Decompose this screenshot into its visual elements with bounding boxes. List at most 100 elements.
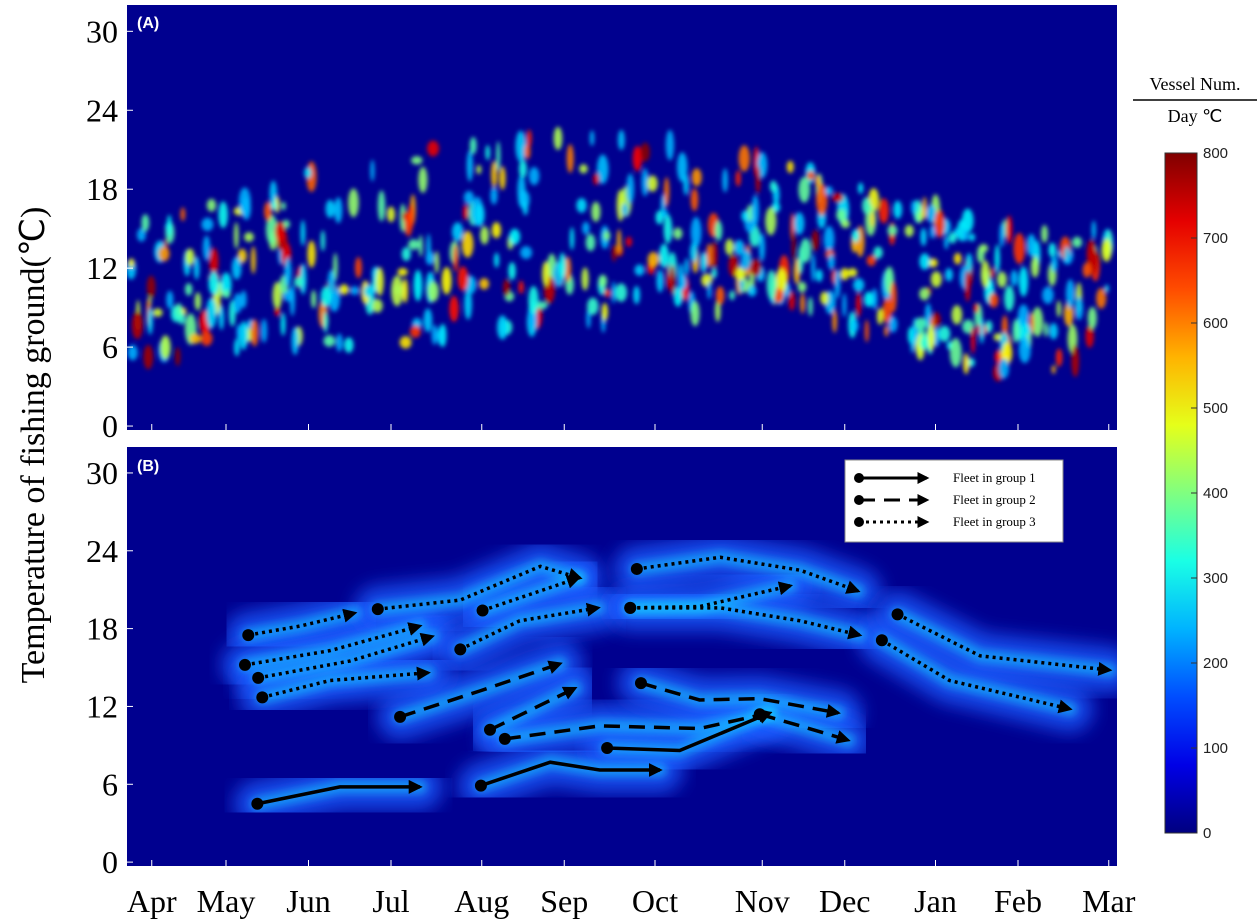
heat-cell [325, 199, 335, 219]
heat-cell [711, 241, 718, 269]
heat-cell [270, 201, 277, 211]
heat-cell [611, 281, 616, 304]
heat-cell [963, 353, 970, 375]
x-tick-label: Jul [372, 883, 409, 919]
heat-cell [998, 358, 1009, 379]
fleet-track [480, 760, 663, 788]
fleet-start [498, 732, 511, 745]
heat-cell [333, 252, 338, 282]
heat-cell [847, 268, 858, 278]
heat-cell [1064, 246, 1070, 263]
heat-cell [791, 233, 796, 261]
fleet-track [607, 710, 773, 753]
heat-cell [621, 203, 628, 217]
heat-cell [239, 321, 248, 350]
heat-cell [515, 130, 526, 163]
heat-cell [466, 150, 473, 182]
heat-cell [735, 170, 741, 187]
heat-cell [184, 283, 193, 296]
heat-cell [1048, 242, 1057, 258]
heat-cell [765, 206, 777, 236]
heat-cell [858, 182, 864, 194]
heat-cell [463, 190, 474, 205]
heat-cell [274, 221, 286, 243]
heat-cell [815, 269, 823, 282]
heat-cell [962, 319, 975, 334]
heat-cell [558, 252, 566, 280]
colorbar-tick-label: 600 [1203, 315, 1228, 332]
heat-cell [166, 214, 172, 237]
y-tick-label: 24 [86, 533, 118, 569]
heat-cell [759, 233, 765, 262]
heat-cell [441, 266, 452, 295]
heat-cell [711, 267, 717, 279]
heat-cell [700, 251, 707, 273]
heat-cell [1104, 284, 1109, 293]
heat-cell [158, 246, 170, 262]
heat-cell [673, 227, 683, 240]
heat-cell [397, 268, 408, 277]
heat-cell [289, 284, 295, 317]
heat-cell [690, 216, 702, 248]
heat-cell [307, 240, 316, 268]
heat-cell [399, 336, 412, 349]
heat-cell [335, 333, 343, 352]
fleet-start [256, 691, 269, 704]
heat-cell [407, 203, 415, 230]
heat-cell [208, 271, 219, 295]
heat-cell [480, 226, 489, 245]
heat-cell [236, 324, 241, 341]
heat-cell [418, 166, 428, 194]
heat-cell [751, 194, 759, 227]
heat-cell [724, 238, 734, 256]
fleet-track [640, 681, 841, 718]
heat-cell [462, 204, 469, 221]
heat-cell [862, 197, 871, 215]
heat-cell [233, 222, 239, 249]
heat-cell [127, 344, 138, 361]
heat-cell [634, 264, 645, 276]
heat-cell [201, 217, 214, 232]
heat-cell [863, 291, 874, 308]
fleet-start [601, 741, 614, 754]
heat-cell [464, 288, 472, 320]
heat-cell [363, 284, 375, 298]
heat-cell [616, 229, 622, 254]
heat-cell [1026, 234, 1036, 257]
heat-cell [884, 325, 889, 337]
heat-cell [449, 295, 459, 322]
heat-cell [350, 286, 360, 296]
heat-cell [919, 335, 929, 350]
heat-cell [496, 141, 501, 171]
heat-cell [1096, 287, 1107, 309]
heat-cell [788, 290, 796, 311]
heat-cell [300, 220, 306, 246]
fleet-track [377, 564, 583, 611]
heat-cell [585, 233, 596, 252]
heat-cell [878, 198, 889, 224]
heat-cell [968, 233, 976, 242]
heat-cell [499, 166, 506, 190]
heat-cell [1051, 364, 1056, 374]
heat-cell [377, 190, 386, 222]
heat-cell [274, 307, 281, 317]
heat-cell [231, 256, 242, 280]
heat-cell [434, 250, 440, 274]
colorbar-tick-label: 0 [1203, 825, 1211, 842]
heat-cell [1050, 256, 1058, 272]
legend-label: Fleet in group 2 [953, 492, 1036, 507]
fleet-start [624, 601, 637, 614]
heat-cell [749, 259, 762, 277]
heat-cell [348, 188, 359, 218]
heat-cell [928, 258, 938, 268]
legend-dot [854, 495, 864, 505]
heat-cell [409, 325, 421, 338]
fleet-track [256, 779, 423, 806]
heat-cell [189, 333, 201, 344]
heat-cell [673, 286, 683, 307]
heat-cell [493, 252, 500, 268]
heat-cell [979, 317, 985, 344]
heat-cell [180, 207, 186, 222]
y-tick-label: 18 [86, 611, 118, 647]
heat-cell [264, 201, 272, 221]
